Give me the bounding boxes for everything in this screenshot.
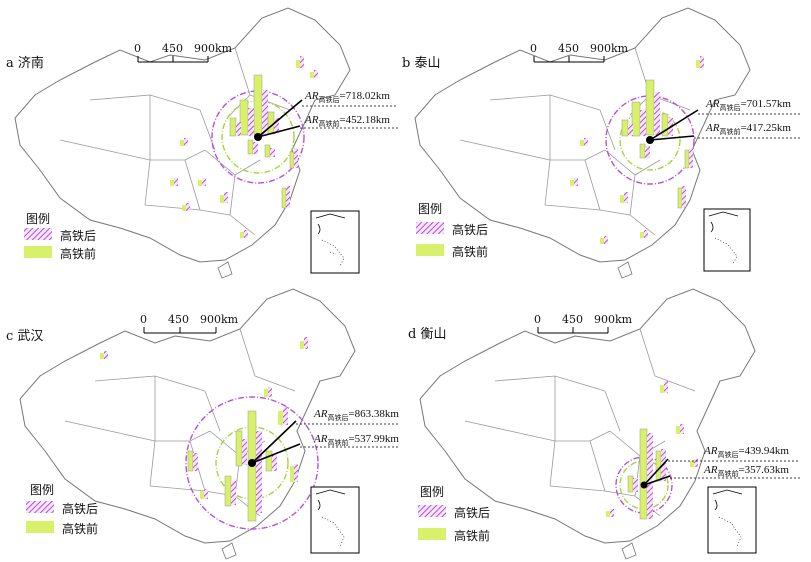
ar-before-label: AR高铁前=452.18km [305,114,390,129]
panel-c: c 武汉 0 450 900km AR高铁后=863.38km AR高铁前=53… [0,281,400,561]
station-bars [170,56,318,238]
station-bars [570,56,704,244]
legend-title: 图例 [420,485,445,499]
legend-before-swatch [26,521,54,533]
panel-d: d 衡山 0 450 900km AR高铁后=439.94km AR高铁前=35… [400,281,800,561]
legend-before-label: 高铁前 [452,245,489,259]
panel-label: b 泰山 [402,56,441,71]
after-circle [185,396,319,530]
after-circle [605,95,695,185]
legend-after-swatch [24,228,52,240]
panel-label: c 武汉 [6,329,44,344]
legend-before-swatch [24,246,52,258]
before-circle [619,109,681,171]
legend-title: 图例 [418,202,443,216]
scale-label-900: 900km [594,313,633,326]
scale-label-900: 900km [194,42,233,55]
china-map [19,288,400,560]
legend-after-label: 高铁后 [452,223,489,237]
panel-a: a 济南 0 450 900km AR高铁后=718.02km AR高铁前=45… [0,0,400,280]
legend-title: 图例 [26,212,51,226]
scale-label-450: 450 [168,313,189,326]
scale-label-450: 450 [558,42,579,55]
scale-bar [137,56,209,63]
ar-after-label: AR高铁后=863.38km [314,408,399,423]
scale-label-0: 0 [140,313,147,326]
legend-after-swatch [26,501,54,513]
legend-after-label: 高铁后 [60,229,97,243]
south-china-sea-inset [703,208,751,272]
south-china-sea-inset [310,210,360,274]
ar-after-label: AR高铁后=701.57km [706,98,791,113]
scale-bar [537,327,609,334]
panel-b: b 泰山 0 450 900km AR高铁后=701.57km AR高铁前=41… [400,0,800,280]
scale-label-450: 450 [162,42,183,55]
legend-after-label: 高铁后 [454,506,491,520]
ar-before-label: AR高铁前=537.99km [314,433,399,448]
scale-label-900: 900km [200,313,239,326]
scale-bar [143,327,217,334]
china-map [14,7,398,279]
scale-bar [533,56,605,63]
ar-before-label: AR高铁前=417.25km [706,122,791,137]
china-map [418,288,800,560]
legend-after-label: 高铁后 [62,502,99,516]
panel-label: a 济南 [6,56,44,71]
scale-label-0: 0 [534,313,541,326]
station-bars [100,337,308,522]
scale-label-0: 0 [134,42,141,55]
ar-after-label: AR高铁后=718.02km [305,90,390,105]
panel-label: d 衡山 [408,327,447,342]
ar-after-label: AR高铁后=439.94km [704,445,789,460]
legend-before-label: 高铁前 [454,529,491,543]
ar-before-label: AR高铁前=357.63km [704,464,789,479]
legend-title: 图例 [30,483,55,497]
legend-after-swatch [418,505,446,517]
china-map [414,7,800,279]
south-china-sea-inset [310,486,360,554]
scale-label-450: 450 [562,313,583,326]
after-circle [615,456,673,514]
south-china-sea-inset [707,486,757,554]
scale-label-0: 0 [530,42,537,55]
legend-before-label: 高铁前 [62,522,99,536]
legend-before-swatch [416,244,444,256]
after-circle [211,90,305,184]
legend-before-swatch [418,528,446,540]
legend-after-swatch [416,222,444,234]
scale-label-900: 900km [590,42,629,55]
legend-before-label: 高铁前 [60,247,97,261]
